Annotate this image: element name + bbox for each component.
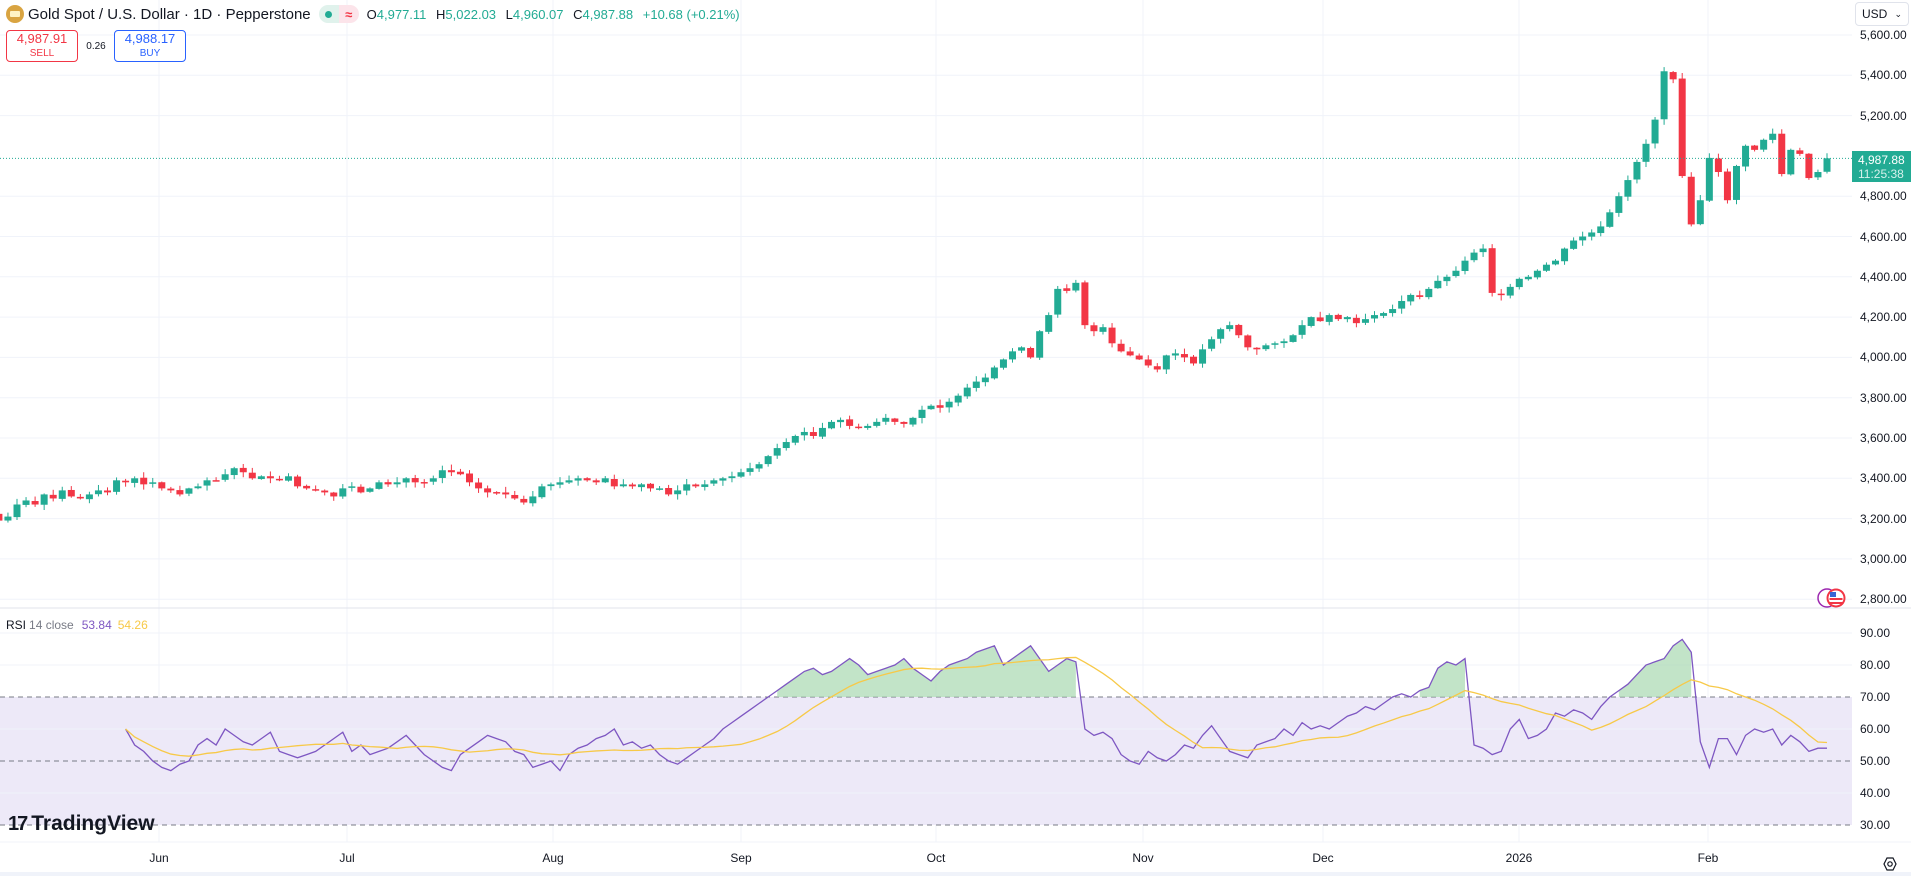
- low-value: 4,960.07: [512, 6, 564, 22]
- price-axis-label: 4,200.00: [1860, 310, 1907, 325]
- symbol-title[interactable]: Gold Spot / U.S. Dollar · 1D · Peppersto…: [28, 5, 311, 23]
- time-axis-label: Aug: [542, 851, 564, 865]
- rsi-legend[interactable]: RSI 14 close 53.84 54.26: [6, 618, 148, 632]
- price-axis-label: 2,800.00: [1860, 592, 1907, 607]
- economic-events-markers[interactable]: [1815, 587, 1849, 609]
- bottom-border: [0, 872, 1911, 876]
- data-delay-icon[interactable]: ≈: [338, 5, 359, 23]
- rsi-axis-label: 30.00: [1860, 818, 1891, 832]
- high-value: 5,022.03: [445, 6, 497, 22]
- price-axis-label: 5,400.00: [1860, 68, 1907, 83]
- rsi-axis-label: 50.00: [1860, 754, 1891, 768]
- time-axis-label: Oct: [926, 851, 946, 865]
- rsi-params: 14 close: [29, 618, 74, 632]
- ohlc-values: O4,977.11 H5,022.03 L4,960.07 C4,987.88 …: [367, 7, 746, 22]
- bar-countdown: 11:25:38: [1858, 166, 1904, 181]
- spread-value: 0.26: [86, 40, 106, 52]
- rsi-value: 53.84: [81, 618, 112, 632]
- time-axis-label: 2026: [1505, 851, 1533, 865]
- low-label: L: [505, 6, 513, 22]
- price-axis-label: 4,400.00: [1860, 269, 1907, 284]
- tradingview-wordmark: TradingView: [31, 812, 155, 835]
- time-axis-label: Jul: [339, 851, 355, 865]
- rsi-axis-label: 40.00: [1860, 786, 1891, 800]
- rsi-ma-value: 54.26: [117, 618, 148, 632]
- close-value: 4,987.88: [582, 6, 634, 22]
- open-value: 4,977.11: [376, 6, 427, 22]
- price-axis-label: 3,600.00: [1860, 431, 1907, 445]
- gold-bar-icon: [6, 5, 24, 23]
- symbol-legend: Gold Spot / U.S. Dollar · 1D · Peppersto…: [6, 3, 746, 25]
- settings-icon[interactable]: [1882, 856, 1898, 872]
- rsi-axis-label: 90.00: [1860, 626, 1891, 640]
- us-flag-icon: [1826, 588, 1846, 608]
- price-axis-label: 4,800.00: [1860, 189, 1907, 204]
- last-price-tag: 4,987.88 11:25:38: [1852, 151, 1911, 182]
- trading-panel: 4,987.91 SELL 0.26 4,988.17 BUY: [6, 30, 186, 62]
- close-label: C: [573, 6, 583, 22]
- price-axis-label: 5,600.00: [1860, 28, 1907, 42]
- time-axis-label: Nov: [1132, 851, 1154, 865]
- market-open-icon[interactable]: [318, 5, 339, 23]
- change-value: +10.68 (+0.21%): [642, 6, 740, 22]
- high-label: H: [436, 6, 446, 22]
- buy-button[interactable]: 4,988.17 BUY: [114, 30, 186, 62]
- buy-price: 4,988.17: [124, 31, 176, 46]
- tradingview-logo[interactable]: 17 TradingView: [8, 812, 155, 836]
- sell-button[interactable]: 4,987.91 SELL: [6, 30, 78, 62]
- candlestick-series: [0, 67, 1831, 523]
- rsi-axis-label: 80.00: [1860, 658, 1891, 672]
- price-axis-label: 4,000.00: [1860, 350, 1907, 365]
- price-axis-label: 3,000.00: [1860, 551, 1907, 566]
- time-axis-label: Sep: [730, 851, 752, 865]
- time-axis-label: Dec: [1312, 851, 1334, 865]
- chevron-down-icon: ⌄: [1894, 8, 1902, 19]
- price-axis-label: 3,800.00: [1860, 390, 1907, 405]
- last-price-value: 4,987.88: [1858, 152, 1905, 167]
- sell-label: SELL: [29, 48, 55, 59]
- time-axis-label: Feb: [1697, 851, 1719, 865]
- rsi-axis-label: 70.00: [1860, 690, 1891, 704]
- price-axis-label: 4,600.00: [1860, 229, 1907, 244]
- currency-label: USD: [1862, 7, 1888, 21]
- time-axis-label: Jun: [149, 851, 169, 865]
- price-axis-label: 3,400.00: [1860, 471, 1907, 486]
- currency-selector[interactable]: USD ⌄: [1855, 2, 1909, 26]
- market-status[interactable]: ≈: [318, 5, 359, 23]
- buy-label: BUY: [139, 48, 161, 59]
- tradingview-mark-icon: 17: [8, 812, 28, 835]
- open-label: O: [366, 6, 377, 22]
- price-axis-label: 3,200.00: [1860, 511, 1907, 526]
- sell-price: 4,987.91: [16, 31, 68, 46]
- price-axis-label: 5,200.00: [1860, 108, 1907, 123]
- rsi-pane: [0, 632, 1852, 826]
- rsi-axis-label: 60.00: [1860, 722, 1891, 736]
- rsi-name: RSI: [6, 618, 27, 632]
